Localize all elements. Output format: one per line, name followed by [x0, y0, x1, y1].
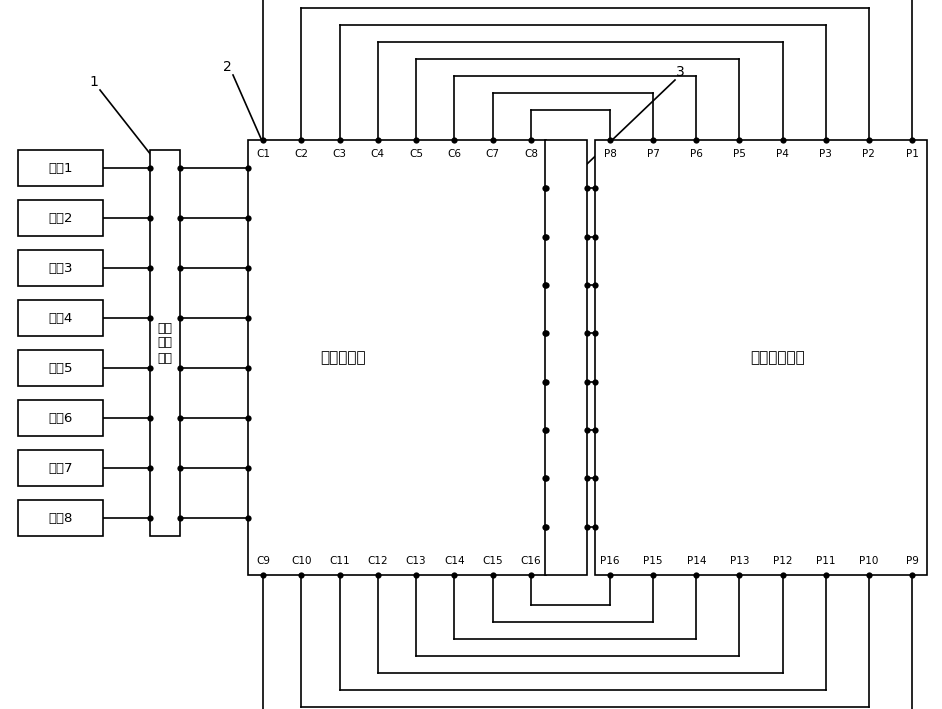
- Bar: [18, 350, 103, 386]
- Text: P12: P12: [772, 556, 792, 566]
- Bar: [18, 400, 103, 436]
- Text: C2: C2: [294, 149, 308, 159]
- Text: 探头5: 探头5: [48, 362, 73, 374]
- Text: P5: P5: [733, 149, 746, 159]
- Text: 探头3: 探头3: [48, 262, 73, 274]
- Text: 探头6: 探头6: [48, 411, 73, 425]
- Text: 精延时单元: 精延时单元: [320, 350, 366, 365]
- Bar: [18, 300, 103, 336]
- Text: C8: C8: [524, 149, 538, 159]
- Text: P15: P15: [643, 556, 663, 566]
- Bar: [248, 140, 546, 575]
- Bar: [545, 140, 587, 575]
- Text: C14: C14: [444, 556, 464, 566]
- Bar: [18, 250, 103, 286]
- Text: 信号
调理
单元: 信号 调理 单元: [157, 321, 172, 364]
- Text: P7: P7: [647, 149, 659, 159]
- Text: 探头2: 探头2: [48, 211, 73, 225]
- Bar: [595, 140, 927, 575]
- Text: C12: C12: [367, 556, 388, 566]
- Bar: [150, 150, 180, 536]
- Text: C10: C10: [291, 556, 312, 566]
- Text: C16: C16: [521, 556, 542, 566]
- Text: 1: 1: [89, 75, 98, 89]
- Text: C7: C7: [486, 149, 499, 159]
- Bar: [18, 500, 103, 536]
- Text: C6: C6: [447, 149, 462, 159]
- Bar: [18, 450, 103, 486]
- Text: P3: P3: [820, 149, 832, 159]
- Bar: [18, 200, 103, 236]
- Text: C13: C13: [406, 556, 427, 566]
- Text: P13: P13: [730, 556, 749, 566]
- Text: C15: C15: [482, 556, 503, 566]
- Text: P16: P16: [600, 556, 620, 566]
- Text: P8: P8: [604, 149, 616, 159]
- Text: P10: P10: [859, 556, 879, 566]
- Text: P2: P2: [863, 149, 875, 159]
- Text: P11: P11: [816, 556, 836, 566]
- Text: C1: C1: [256, 149, 270, 159]
- Text: C9: C9: [256, 556, 270, 566]
- Text: P4: P4: [776, 149, 789, 159]
- Text: P14: P14: [687, 556, 706, 566]
- Text: 探头1: 探头1: [48, 162, 73, 174]
- Text: P1: P1: [905, 149, 918, 159]
- Text: 信号处理单元: 信号处理单元: [750, 350, 805, 365]
- Text: C3: C3: [333, 149, 347, 159]
- Text: 3: 3: [675, 65, 685, 79]
- Text: 探头8: 探头8: [48, 511, 73, 525]
- Text: C5: C5: [409, 149, 423, 159]
- Text: 探头7: 探头7: [48, 462, 73, 474]
- Text: C11: C11: [330, 556, 349, 566]
- Text: P9: P9: [905, 556, 918, 566]
- Text: P6: P6: [690, 149, 703, 159]
- Text: 探头4: 探头4: [48, 311, 73, 325]
- Text: C4: C4: [371, 149, 385, 159]
- Text: 2: 2: [222, 60, 232, 74]
- Bar: [18, 150, 103, 186]
